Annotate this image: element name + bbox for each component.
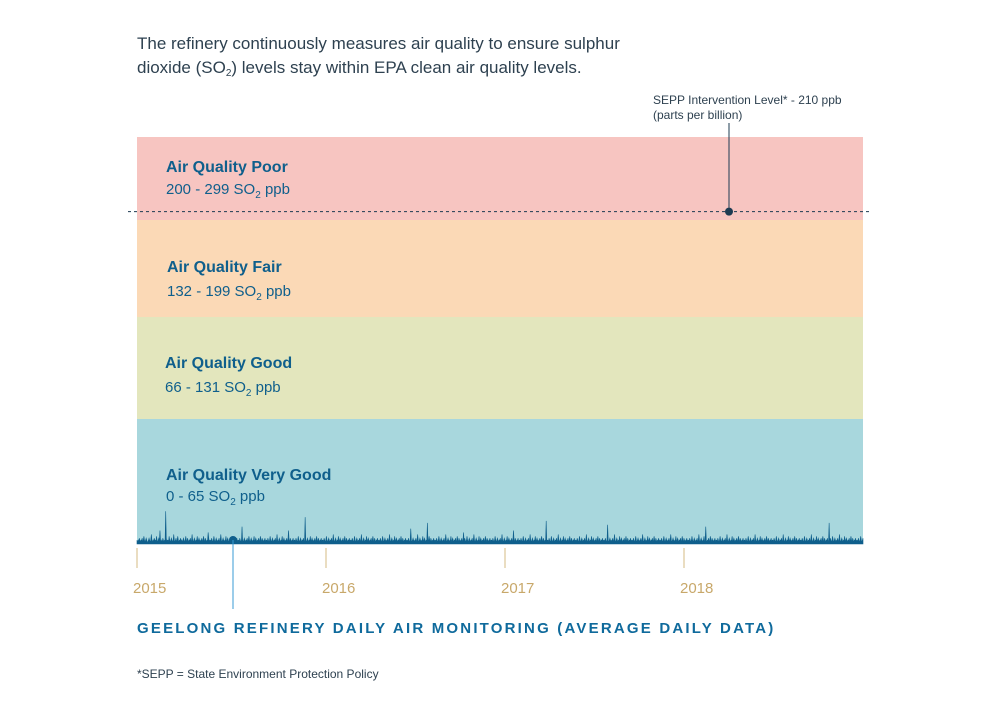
band-2 bbox=[137, 317, 863, 419]
band-title: Air Quality Good bbox=[165, 355, 292, 372]
band-3 bbox=[137, 419, 863, 544]
band-range: 66 - 131 SO2 ppb bbox=[165, 379, 281, 399]
intervention-dot bbox=[725, 207, 733, 216]
band-title: Air Quality Very Good bbox=[166, 467, 331, 484]
footnote: *SEPP = State Environment Protection Pol… bbox=[137, 667, 379, 681]
daily-series-area bbox=[136, 511, 864, 545]
year-label-2015: 2015 bbox=[133, 580, 166, 597]
band-0 bbox=[137, 137, 863, 220]
band-range: 200 - 299 SO2 ppb bbox=[166, 181, 290, 201]
chart-title: GEELONG REFINERY DAILY AIR MONITORING (A… bbox=[137, 620, 776, 637]
year-label-2017: 2017 bbox=[501, 580, 534, 597]
year-label-2016: 2016 bbox=[322, 580, 355, 597]
band-range: 0 - 65 SO2 ppb bbox=[166, 488, 265, 508]
band-1 bbox=[137, 220, 863, 317]
intervention-sublabel: (parts per billion) bbox=[653, 108, 742, 122]
year-label-2018: 2018 bbox=[680, 580, 713, 597]
band-title: Air Quality Fair bbox=[167, 259, 282, 276]
band-title: Air Quality Poor bbox=[166, 159, 288, 176]
band-range: 132 - 199 SO2 ppb bbox=[167, 283, 291, 303]
intervention-label: SEPP Intervention Level* - 210 ppb bbox=[653, 93, 842, 107]
intro-text: The refinery continuously measures air q… bbox=[137, 34, 620, 79]
